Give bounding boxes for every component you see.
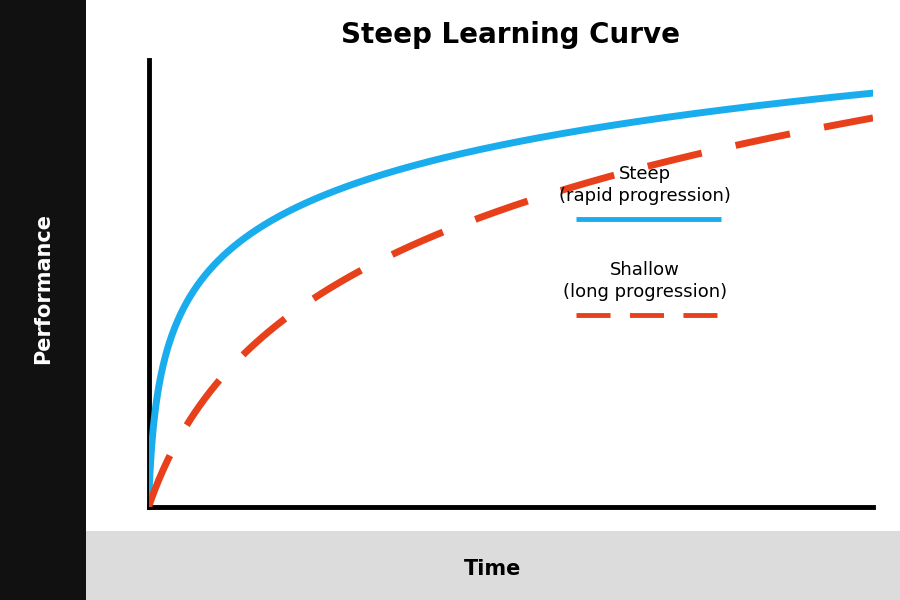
Text: Time: Time <box>464 559 521 579</box>
Title: Steep Learning Curve: Steep Learning Curve <box>341 22 680 49</box>
Text: Shallow
(long progression): Shallow (long progression) <box>562 261 727 301</box>
Text: Performance: Performance <box>32 212 53 364</box>
Text: Steep
(rapid progression): Steep (rapid progression) <box>559 165 731 205</box>
